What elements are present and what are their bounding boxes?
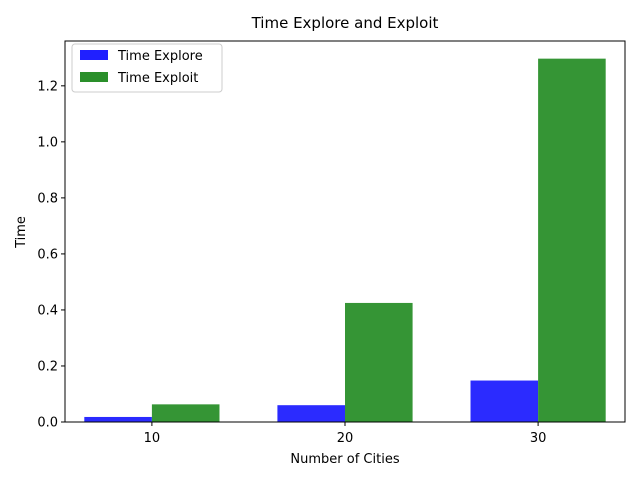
x-axis-title: Number of Cities [290, 452, 399, 467]
bar-time-explore-10 [84, 416, 152, 422]
y-tick-label: 0.8 [37, 191, 58, 206]
bars-group [84, 58, 606, 423]
legend-swatch-time-explore [80, 50, 108, 60]
x-axis-ticks: 10 20 30 [144, 422, 547, 446]
x-tick-label: 10 [144, 431, 161, 446]
bar-time-explore-30 [470, 380, 539, 422]
y-axis-ticks: 0.0 0.2 0.4 0.6 0.8 1.0 1.2 [37, 79, 65, 431]
y-tick-label: 0.4 [37, 303, 58, 318]
bar-time-exploit-10 [151, 404, 220, 422]
y-tick-label: 0.0 [37, 416, 58, 431]
x-tick-label: 20 [337, 431, 354, 446]
y-tick-label: 1.0 [37, 135, 58, 150]
y-axis-title: Time [14, 216, 29, 249]
y-tick-label: 1.2 [37, 79, 58, 94]
bar-time-exploit-20 [345, 302, 413, 422]
x-tick-label: 30 [530, 431, 547, 446]
legend-label-time-exploit: Time Exploit [117, 71, 198, 86]
y-tick-label: 0.2 [37, 359, 58, 374]
y-tick-label: 0.6 [37, 247, 58, 262]
legend-frame [71, 43, 223, 93]
plot-frame [64, 40, 626, 423]
legend-label-time-explore: Time Explore [117, 49, 203, 64]
legend-swatch-time-exploit [80, 72, 108, 82]
bar-time-explore-20 [277, 405, 345, 422]
bar-time-exploit-30 [538, 58, 606, 423]
chart-title: Time Explore and Exploit [251, 14, 439, 32]
legend: Time Explore Time Exploit [71, 43, 223, 93]
